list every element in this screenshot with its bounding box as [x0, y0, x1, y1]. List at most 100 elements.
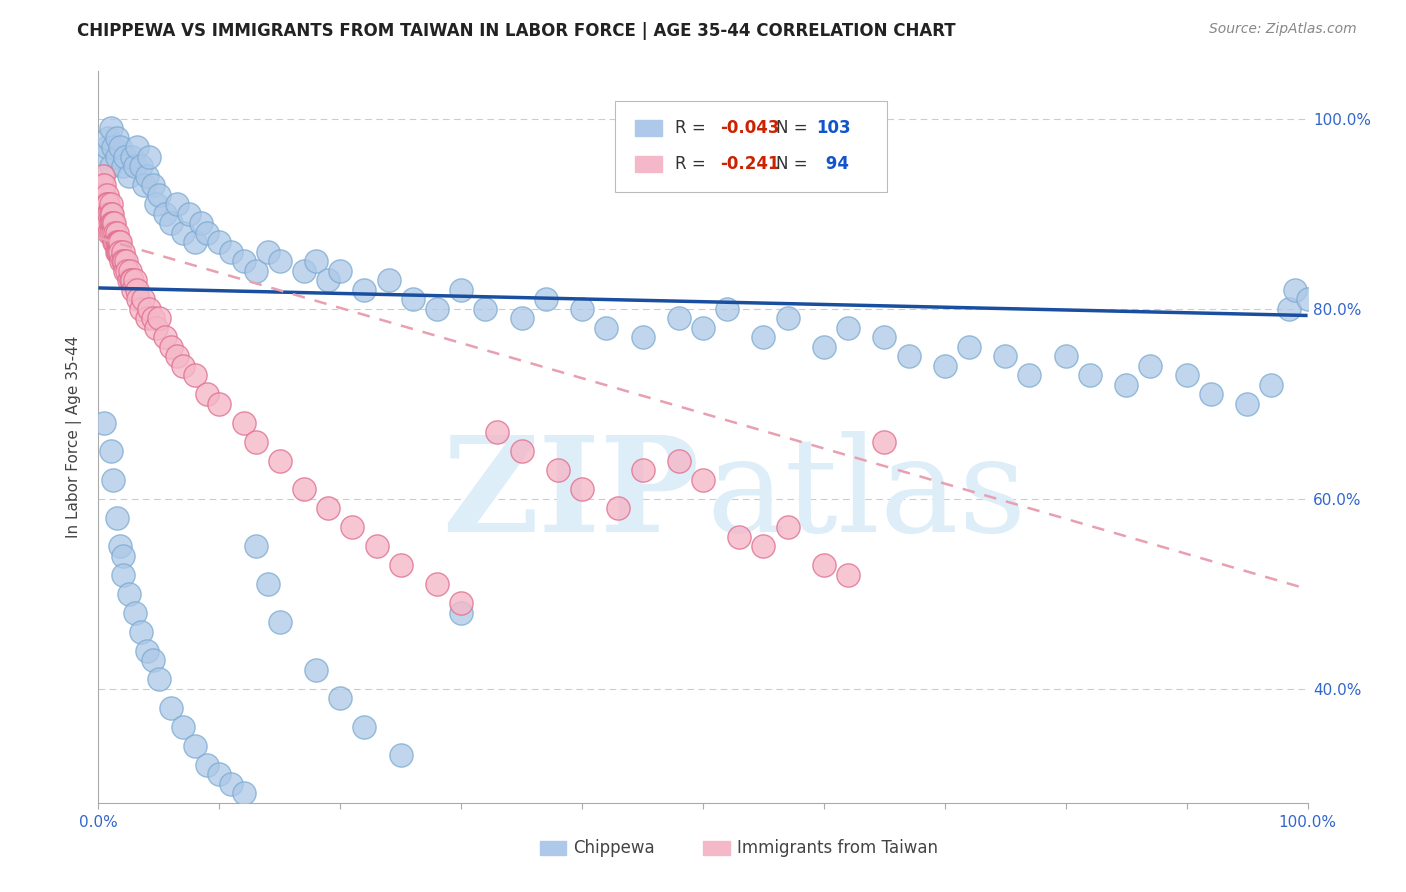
Point — [668, 311, 690, 326]
Point — [138, 301, 160, 316]
Point — [93, 416, 115, 430]
Point — [98, 207, 121, 221]
Point — [91, 197, 114, 211]
Point — [316, 501, 339, 516]
Point — [486, 425, 509, 440]
Point — [728, 530, 751, 544]
Point — [105, 226, 128, 240]
Text: N =: N = — [776, 155, 813, 173]
Point — [135, 644, 157, 658]
Point — [105, 511, 128, 525]
Point — [1236, 397, 1258, 411]
Text: Chippewa: Chippewa — [574, 839, 655, 857]
Point — [1078, 368, 1101, 383]
Point — [1284, 283, 1306, 297]
Point — [957, 340, 980, 354]
Point — [571, 301, 593, 316]
Point — [716, 301, 738, 316]
Point — [96, 187, 118, 202]
Point — [245, 434, 267, 449]
Point — [93, 187, 115, 202]
Text: 103: 103 — [817, 119, 851, 136]
Point — [305, 663, 328, 677]
Point — [114, 264, 136, 278]
Point — [94, 197, 117, 211]
Point — [97, 197, 120, 211]
Point — [195, 226, 218, 240]
Point — [813, 558, 835, 573]
Point — [108, 140, 131, 154]
Point — [160, 701, 183, 715]
Point — [124, 273, 146, 287]
Point — [94, 207, 117, 221]
Point — [172, 226, 194, 240]
Point — [292, 483, 315, 497]
Point — [91, 169, 114, 183]
Point — [114, 150, 136, 164]
Point — [98, 226, 121, 240]
Point — [112, 254, 135, 268]
Point — [269, 254, 291, 268]
Point — [450, 606, 472, 620]
Point — [208, 235, 231, 250]
Point — [118, 587, 141, 601]
Point — [132, 293, 155, 307]
Point — [1139, 359, 1161, 373]
Bar — [636, 156, 662, 172]
Point — [897, 349, 920, 363]
Point — [329, 264, 352, 278]
Text: atlas: atlas — [707, 431, 1026, 560]
Point — [145, 197, 167, 211]
Point — [342, 520, 364, 534]
Point — [269, 615, 291, 630]
Point — [111, 159, 134, 173]
Text: CHIPPEWA VS IMMIGRANTS FROM TAIWAN IN LABOR FORCE | AGE 35-44 CORRELATION CHART: CHIPPEWA VS IMMIGRANTS FROM TAIWAN IN LA… — [77, 22, 956, 40]
Point — [105, 244, 128, 259]
Point — [97, 207, 120, 221]
Point — [305, 254, 328, 268]
Point — [118, 264, 141, 278]
Point — [105, 131, 128, 145]
Y-axis label: In Labor Force | Age 35-44: In Labor Force | Age 35-44 — [66, 336, 83, 538]
Point — [101, 140, 124, 154]
Point — [115, 254, 138, 268]
Point — [547, 463, 569, 477]
Point — [184, 368, 207, 383]
Point — [101, 216, 124, 230]
Point — [122, 283, 145, 297]
Point — [184, 739, 207, 753]
Point — [91, 187, 114, 202]
Point — [120, 273, 142, 287]
Point — [873, 330, 896, 344]
Point — [245, 539, 267, 553]
Point — [93, 150, 115, 164]
Point — [134, 178, 156, 193]
Point — [117, 264, 139, 278]
Point — [450, 596, 472, 610]
Point — [668, 454, 690, 468]
Point — [377, 273, 399, 287]
Point — [208, 397, 231, 411]
Point — [232, 786, 254, 800]
Point — [166, 197, 188, 211]
Text: ZIP: ZIP — [443, 431, 699, 560]
Point — [366, 539, 388, 553]
Point — [127, 140, 149, 154]
Point — [1296, 293, 1319, 307]
Point — [124, 159, 146, 173]
Point — [127, 283, 149, 297]
Point — [184, 235, 207, 250]
Point — [118, 273, 141, 287]
Point — [129, 159, 152, 173]
Point — [166, 349, 188, 363]
Point — [208, 767, 231, 781]
FancyBboxPatch shape — [614, 101, 887, 192]
Point — [474, 301, 496, 316]
Point — [232, 254, 254, 268]
Point — [776, 311, 799, 326]
Point — [389, 558, 412, 573]
Point — [129, 624, 152, 639]
Point — [1054, 349, 1077, 363]
Point — [1175, 368, 1198, 383]
Point — [91, 178, 114, 193]
